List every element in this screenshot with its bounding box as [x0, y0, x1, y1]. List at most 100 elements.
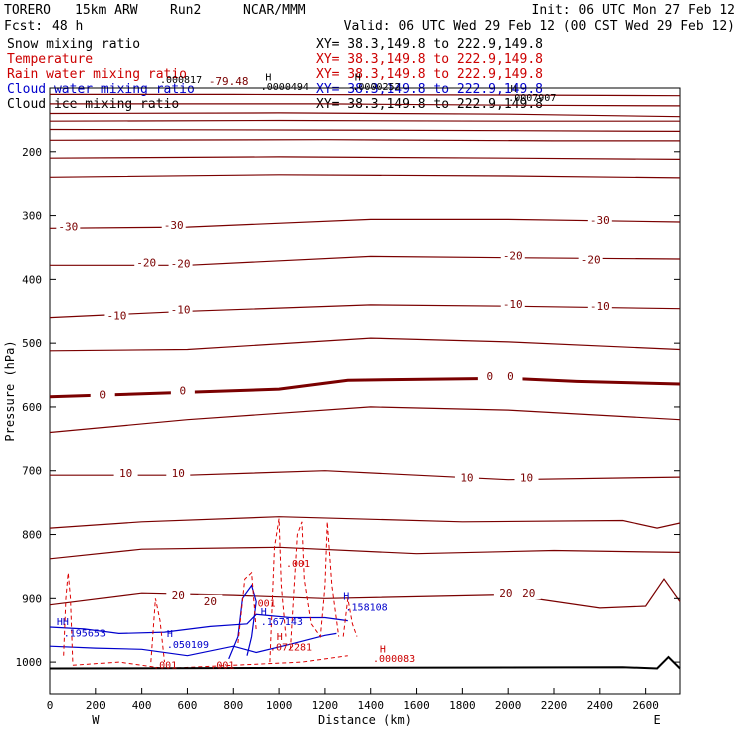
temp-label: 0 — [99, 389, 106, 402]
isotherm-iso-neg10 — [49, 304, 681, 319]
maxima-label: .167143 — [261, 617, 303, 628]
maxima-label: H — [355, 72, 361, 83]
header-model: TORERO — [4, 3, 51, 18]
maxima-label: .050109 — [167, 640, 209, 651]
isotherm-iso-505 — [49, 337, 681, 352]
x-tick-label: 800 — [223, 699, 243, 712]
legend-section: XY= 38.3,149.8 to 222.9,149.8 — [316, 67, 543, 82]
temp-label: 20 — [204, 595, 217, 608]
temp-label-bg — [216, 74, 241, 87]
cloud-water-contour — [49, 613, 348, 635]
header-valid: Valid: 06 UTC Wed 29 Feb 12 (00 CST Wed … — [344, 19, 735, 34]
y-tick-label: 300 — [22, 210, 42, 223]
temp-label: -30 — [590, 214, 610, 227]
x-tick-label: 2000 — [495, 699, 522, 712]
rain-water-contour — [63, 572, 74, 663]
terrain-line — [49, 655, 681, 670]
plot-frame — [49, 87, 681, 695]
isotherm-iso-110 — [50, 93, 681, 97]
maxima-label: .072281 — [270, 643, 312, 654]
x-tick-label: 1400 — [357, 699, 384, 712]
legend-label: Temperature — [7, 52, 93, 67]
temp-label-bg — [500, 298, 525, 311]
maxima-label: .001 — [210, 660, 234, 671]
header-org: NCAR/MMM — [243, 3, 306, 18]
temp-label-bg — [166, 589, 191, 602]
x-tick-label: 2200 — [541, 699, 568, 712]
temp-label: 10 — [520, 472, 533, 485]
temp-label: 10 — [172, 467, 185, 480]
isotherm-iso-830 — [49, 546, 681, 560]
rain-water-contour — [342, 598, 358, 637]
y-axis-label: Pressure (hPa) — [3, 340, 17, 441]
rain-water-contour — [72, 655, 348, 670]
temp-label: 20 — [522, 587, 535, 600]
temp-label: -10 — [590, 300, 610, 313]
x-axis-label: Distance (km) — [318, 713, 412, 727]
x-tick-label: 400 — [132, 699, 152, 712]
temp-label: 10 — [119, 467, 132, 480]
maxima-label: .195653 — [64, 629, 106, 640]
temp-label-bg — [500, 249, 525, 262]
isotherm-iso-240 — [49, 174, 681, 179]
isotherm-iso-785 — [49, 516, 681, 529]
x-tick-label: 200 — [86, 699, 106, 712]
temp-label: 0 — [180, 384, 187, 397]
isotherm-iso-165 — [49, 128, 681, 132]
maxima-label: .0000494 — [261, 82, 309, 93]
temp-label: 0 — [507, 370, 514, 383]
isotherm-iso-640 — [49, 406, 681, 434]
temp-label-bg — [477, 370, 502, 383]
temp-label: 10 — [460, 472, 473, 485]
x-tick-label: 1200 — [312, 699, 339, 712]
maxima-label: .0007907 — [508, 93, 556, 104]
temp-label: -10 — [503, 298, 523, 311]
y-tick-label: 800 — [22, 529, 42, 542]
legend: Snow mixing ratio XY= 38.3,149.8 to 222.9… — [7, 37, 543, 112]
temperature-labels: -79.48 -30 -30 -30 -20 -20 -20 -20 -10 -10 -10 -10 0… — [56, 74, 612, 608]
temp-label-bg — [514, 471, 539, 484]
maxima-label: .0000252 — [352, 82, 400, 93]
temp-label: -20 — [136, 257, 156, 270]
maxima-label: .001 — [153, 660, 177, 671]
isotherm-iso-140 — [49, 112, 681, 118]
maxima-label: H — [265, 72, 271, 83]
temp-label: 20 — [499, 587, 512, 600]
rain-water-contour — [150, 598, 165, 663]
header-run: Run2 — [170, 3, 201, 18]
y-tick-label: 200 — [22, 146, 42, 159]
moisture-contours — [49, 518, 358, 670]
rain-water-contour — [290, 521, 340, 650]
isotherm-iso-0 — [49, 376, 681, 399]
maxima-label: .001 — [286, 559, 310, 570]
isotherm-iso-182 — [49, 139, 680, 142]
temp-label-bg — [578, 253, 603, 266]
temp-label: -30 — [58, 220, 78, 233]
axes: 0 200 400 600 800 1000 1200 1400 1600 1800 2000 220… — [3, 146, 680, 727]
header-init: Init: 06 UTC Mon 27 Feb 12 — [532, 3, 736, 18]
legend-label: Cloud water mixing ratio — [7, 82, 195, 97]
x-tick-label: 600 — [178, 699, 198, 712]
temp-label-bg — [498, 370, 523, 383]
y-tick-label: 600 — [22, 401, 42, 414]
west-label: W — [92, 713, 100, 727]
rain-water-contour — [269, 518, 287, 663]
temp-label: -20 — [503, 250, 523, 263]
maxima-label: .000083 — [373, 654, 415, 665]
maxima-label: HH — [57, 617, 69, 628]
x-tick-label: 2600 — [632, 699, 659, 712]
maxima-label: .001 — [252, 599, 276, 610]
x-tick-label: 0 — [47, 699, 54, 712]
temp-label-bg — [454, 471, 479, 484]
legend-label: Rain water mixing ratio — [7, 67, 187, 82]
y-tick-label: 1000 — [16, 656, 43, 669]
temp-label: -30 — [164, 219, 184, 232]
isotherm-iso-neg30 — [49, 218, 681, 229]
header-resolution: 15km ARW — [75, 3, 138, 18]
y-tick-label: 400 — [22, 273, 42, 286]
maxima-label: H — [343, 592, 349, 603]
maxima-label: H — [510, 84, 516, 95]
y-tick-label: 700 — [22, 465, 42, 478]
temp-label-bg — [516, 587, 541, 600]
ground-line — [49, 655, 681, 670]
